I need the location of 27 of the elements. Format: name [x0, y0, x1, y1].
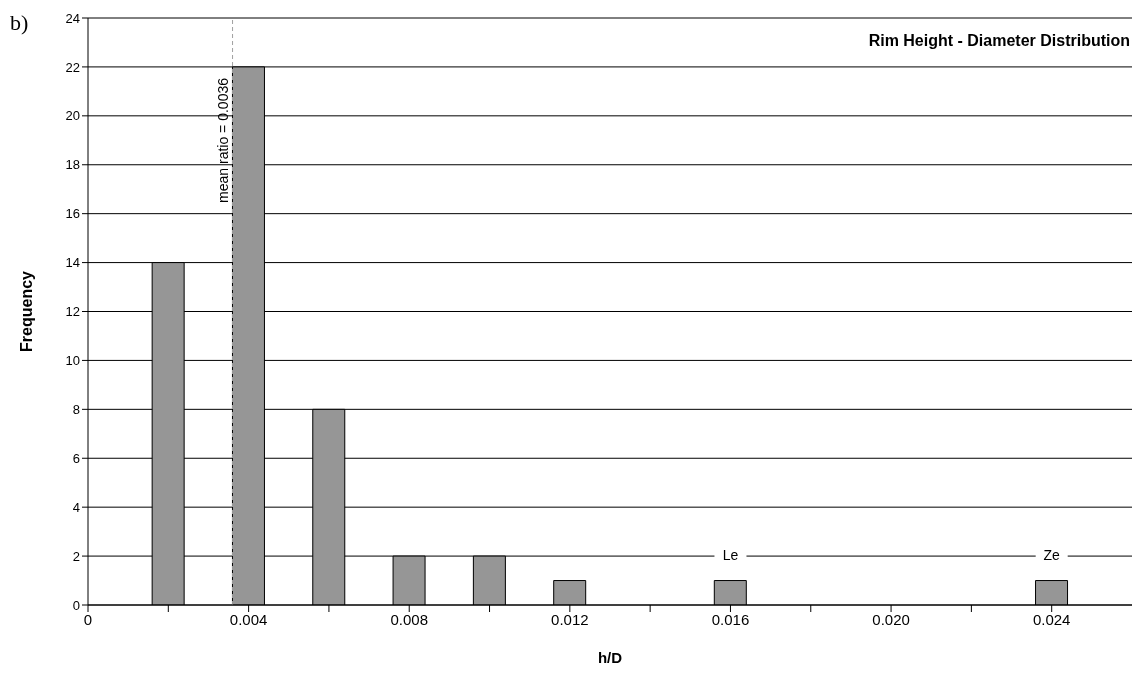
y-tick-label: 2	[72, 548, 80, 564]
x-tick-label: 0.008	[390, 610, 428, 628]
y-tick-label: 6	[72, 450, 80, 466]
y-tick-label: 10	[65, 353, 80, 369]
x-tick-label: 0	[83, 610, 93, 628]
ref-line-label: mean ratio = 0.0036	[214, 77, 231, 203]
y-axis-title: Frequency	[17, 270, 35, 352]
y-tick-label: 12	[65, 304, 80, 320]
y-tick-label: 16	[65, 206, 80, 222]
annotation: Ze	[1043, 546, 1061, 563]
text: b)	[10, 10, 29, 36]
text: Rim Height - Diameter Distribution	[868, 32, 1130, 49]
x-tick-label: 0.020	[872, 610, 910, 628]
annotation: Le	[722, 546, 739, 563]
y-tick-label: 24	[65, 10, 80, 26]
x-tick-label: 0.016	[711, 610, 750, 628]
y-tick-label: 20	[65, 108, 80, 124]
y-tick-label: 22	[65, 59, 80, 75]
y-tick-label: 8	[72, 401, 80, 417]
y-tick-label: 4	[72, 499, 80, 515]
x-tick-label: 0.004	[229, 610, 268, 628]
y-tick-label: 14	[65, 255, 80, 271]
x-axis-title: h/D	[597, 649, 623, 666]
x-tick-label: 0.012	[551, 610, 589, 628]
y-tick-label: 0	[72, 597, 80, 613]
y-tick-label: 18	[65, 157, 80, 173]
x-tick-label: 0.024	[1032, 610, 1071, 628]
